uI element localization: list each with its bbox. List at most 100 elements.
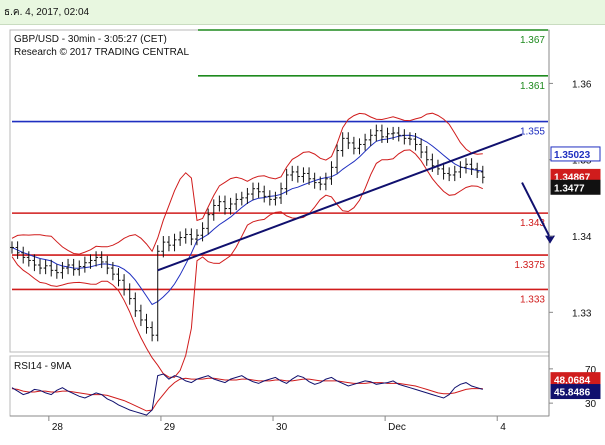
x-tick-label: 29	[164, 422, 176, 433]
rsi-badge-box	[550, 384, 601, 400]
price-bar	[138, 304, 143, 327]
price-bar	[340, 132, 345, 157]
x-tick-label: 28	[52, 422, 64, 433]
price-bar	[66, 258, 71, 275]
price-bar	[122, 274, 127, 296]
price-bar	[419, 138, 424, 159]
price-panel[interactable]	[9, 29, 550, 353]
price-bar	[318, 176, 323, 191]
rsi-badge-text: 48.0684	[554, 376, 591, 387]
price-badge-box	[550, 146, 601, 162]
level-label-1.367: 1.367	[520, 35, 545, 46]
price-bar	[447, 167, 452, 182]
price-bar	[116, 268, 121, 287]
price-bar	[239, 191, 244, 206]
rsi-badge: 45.8486	[550, 384, 601, 400]
price-bar	[374, 124, 379, 142]
rsi-y-tick-label: 70	[585, 365, 597, 376]
price-badge-box	[550, 179, 601, 195]
price-bar	[323, 172, 328, 191]
price-bar	[273, 191, 278, 206]
price-bar	[307, 167, 312, 185]
price-bar	[222, 195, 227, 215]
timestamp-label: ธ.ค. 4, 2017, 02:04	[4, 7, 90, 18]
price-bar	[206, 208, 211, 235]
price-bar	[99, 251, 104, 269]
price-bar	[194, 229, 199, 246]
price-bar	[351, 136, 356, 155]
price-bar	[21, 246, 26, 264]
price-bar	[368, 129, 373, 146]
price-bar	[88, 254, 93, 269]
price-bar	[329, 161, 334, 185]
price-bar	[211, 199, 216, 221]
price-bar	[413, 133, 418, 151]
price-bar	[189, 228, 194, 246]
price-bar	[155, 245, 160, 342]
price-bar	[357, 138, 362, 155]
price-bar	[183, 228, 188, 244]
price-bar	[105, 255, 110, 275]
price-bar	[256, 182, 261, 198]
bollinger-upper-band	[11, 112, 483, 255]
price-bar	[144, 313, 149, 334]
price-bar	[441, 162, 446, 180]
price-bar	[110, 261, 115, 281]
price-bar	[60, 261, 65, 279]
price-bar	[234, 193, 239, 211]
forecast-arrow-head	[545, 235, 556, 244]
rsi-y-tick-label: 30	[585, 399, 597, 410]
price-bar	[458, 161, 463, 179]
price-bar	[32, 254, 37, 272]
y-tick-label: 1.33	[572, 308, 592, 319]
x-tick-label: 30	[276, 422, 288, 433]
rsi-panel[interactable]	[9, 355, 550, 417]
price-bar	[335, 144, 340, 174]
price-bar	[26, 251, 31, 267]
price-bar	[346, 132, 351, 150]
x-tick-label: 4	[500, 422, 506, 433]
chart-title: GBP/USD - 30min - 3:05:27 (CET)	[14, 34, 167, 45]
price-bar	[228, 197, 233, 215]
price-badge: 1.35023	[550, 146, 601, 162]
price-bar	[262, 185, 267, 203]
chart-subtitle: Research © 2017 TRADING CENTRAL	[14, 47, 189, 58]
price-bar	[71, 258, 76, 276]
price-bar	[295, 165, 300, 183]
price-bar	[38, 258, 43, 275]
price-bar	[15, 241, 20, 259]
chart-canvas[interactable]: 1.367 1.361 1.355 1.343 1.3375 1.333 1.36 1.35…	[0, 24, 605, 445]
price-bar	[284, 168, 289, 195]
price-bar	[363, 133, 368, 151]
bollinger-lower-band	[11, 149, 484, 378]
price-bar	[178, 231, 183, 246]
price-bar	[150, 321, 155, 342]
price-bar	[10, 241, 14, 254]
price-bar	[49, 259, 54, 277]
rsi-title: RSI14 - 9MA	[14, 361, 72, 372]
price-bar	[251, 182, 256, 201]
price-bar	[396, 126, 401, 142]
price-bar	[54, 264, 59, 279]
rsi-badge: 48.0684	[550, 372, 601, 388]
price-bar	[480, 165, 485, 184]
rsi-badge-text: 45.8486	[554, 388, 591, 399]
price-bar	[385, 127, 390, 143]
price-bar	[407, 132, 412, 146]
price-bar	[217, 195, 222, 212]
price-bar	[200, 222, 205, 242]
price-bar	[424, 145, 429, 166]
price-badge-text: 1.34867	[554, 172, 591, 183]
price-bar	[391, 126, 396, 140]
price-badge-text: 1.35023	[554, 150, 591, 161]
price-badge: 1.3477	[550, 179, 601, 195]
price-bar	[475, 162, 480, 179]
level-label-1.361: 1.361	[520, 81, 545, 92]
price-bar	[402, 129, 407, 145]
price-bar	[127, 283, 132, 305]
trendline	[157, 133, 523, 272]
level-label-1.333: 1.333	[520, 294, 545, 305]
price-bar	[94, 251, 99, 267]
level-label-1.3375: 1.3375	[514, 260, 545, 271]
y-tick-label: 1.34	[572, 232, 592, 243]
